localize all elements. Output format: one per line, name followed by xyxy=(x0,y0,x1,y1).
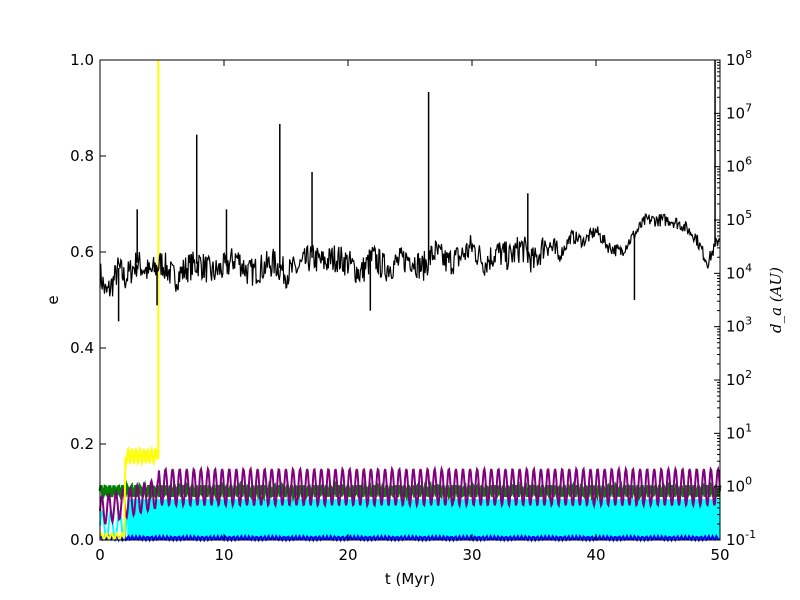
series-purple-line xyxy=(99,465,721,526)
y-left-tick-label: 0.6 xyxy=(70,243,94,261)
y-right-tick-label: 105 xyxy=(726,208,752,229)
series-yellow-line xyxy=(99,60,160,541)
y-right-tick-label: 101 xyxy=(726,421,752,442)
y-right-tick-label: 10-1 xyxy=(726,528,756,549)
y-left-tick-label: 1.0 xyxy=(70,51,94,69)
y-left-tick-label: 0.8 xyxy=(70,147,94,165)
series-blue-line xyxy=(99,533,720,543)
series-layer xyxy=(98,60,722,543)
y-left-tick-label: 0.2 xyxy=(70,435,94,453)
plot-frame xyxy=(99,59,721,541)
x-tick-label: 40 xyxy=(586,546,605,564)
y-right-tick-label: 106 xyxy=(726,155,752,176)
x-tick-label: 50 xyxy=(710,546,729,564)
x-tick-label: 10 xyxy=(214,546,233,564)
x-tick-label: 20 xyxy=(338,546,357,564)
x-tick-label: 30 xyxy=(462,546,481,564)
y-right-axis-label: d_a (AU) xyxy=(767,267,785,333)
y-right-tick-label: 104 xyxy=(726,261,752,282)
y-left-tick-label: 0.4 xyxy=(70,339,94,357)
y-right-tick-label: 107 xyxy=(726,101,752,122)
series-black-line xyxy=(99,213,721,297)
y-right-tick-label: 103 xyxy=(726,315,752,336)
y-right-tick-label: 108 xyxy=(726,48,752,69)
y-left-tick-label: 0.0 xyxy=(70,531,94,549)
y-right-tick-label: 100 xyxy=(726,475,752,496)
x-axis-label: t (Myr) xyxy=(385,570,435,588)
x-tick-label: 0 xyxy=(95,546,105,564)
y-left-axis-label: e xyxy=(44,295,62,304)
y-right-tick-label: 102 xyxy=(726,368,752,389)
